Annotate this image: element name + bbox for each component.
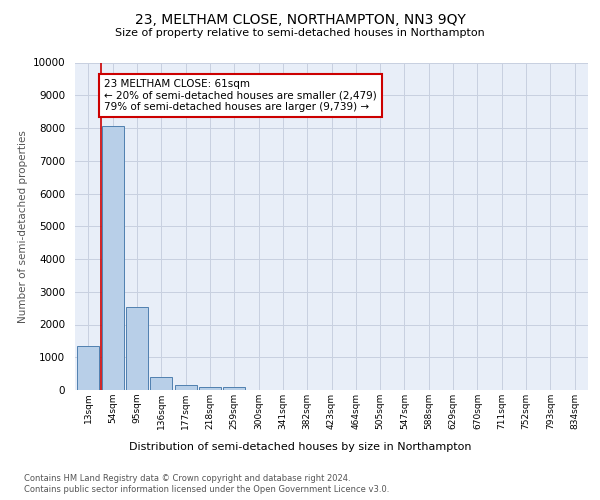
- Text: Contains public sector information licensed under the Open Government Licence v3: Contains public sector information licen…: [24, 485, 389, 494]
- Bar: [126, 308, 148, 390]
- Text: 23, MELTHAM CLOSE, NORTHAMPTON, NN3 9QY: 23, MELTHAM CLOSE, NORTHAMPTON, NN3 9QY: [134, 12, 466, 26]
- Bar: [102, 126, 124, 390]
- Bar: [223, 387, 245, 390]
- Bar: [151, 377, 172, 390]
- Text: 23 MELTHAM CLOSE: 61sqm
← 20% of semi-detached houses are smaller (2,479)
79% of: 23 MELTHAM CLOSE: 61sqm ← 20% of semi-de…: [104, 79, 377, 112]
- Text: Contains HM Land Registry data © Crown copyright and database right 2024.: Contains HM Land Registry data © Crown c…: [24, 474, 350, 483]
- Y-axis label: Number of semi-detached properties: Number of semi-detached properties: [19, 130, 28, 322]
- Bar: [77, 346, 100, 390]
- Text: Distribution of semi-detached houses by size in Northampton: Distribution of semi-detached houses by …: [129, 442, 471, 452]
- Bar: [199, 387, 221, 390]
- Text: Size of property relative to semi-detached houses in Northampton: Size of property relative to semi-detach…: [115, 28, 485, 38]
- Bar: [175, 385, 197, 390]
